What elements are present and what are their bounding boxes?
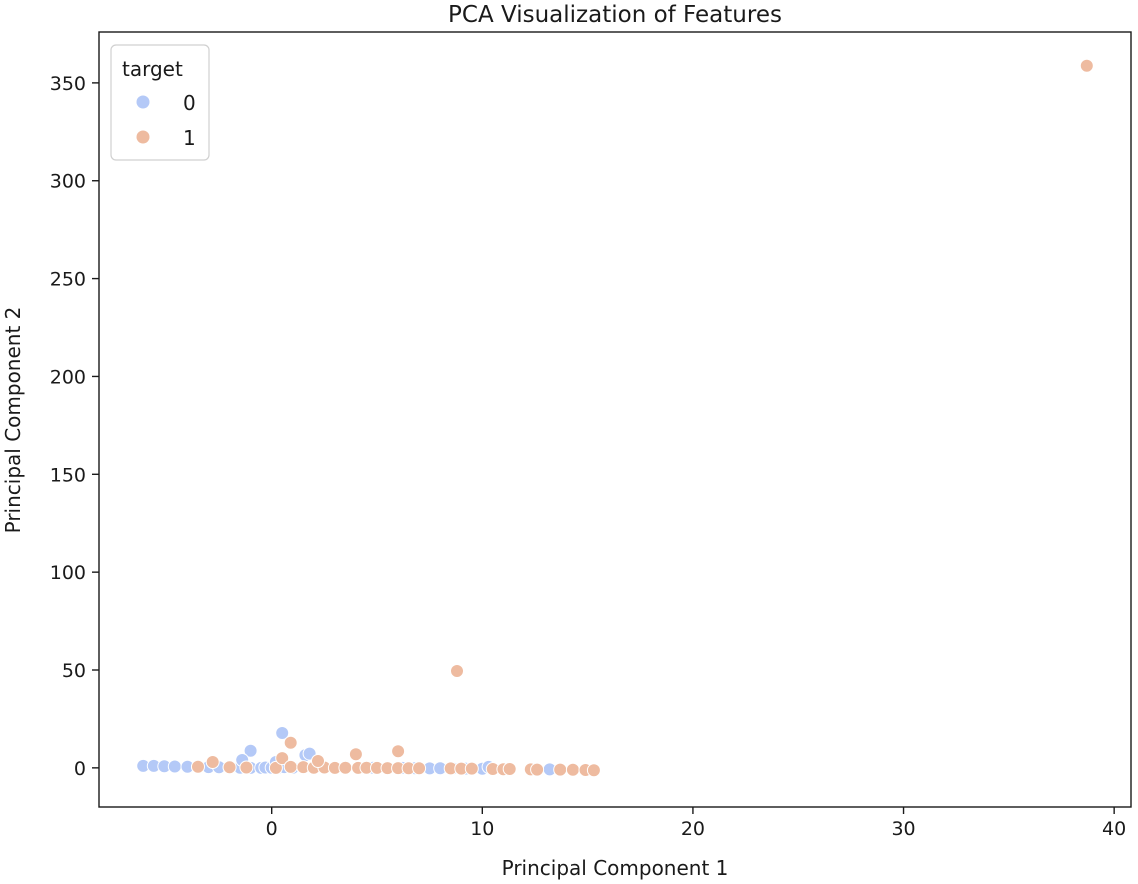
- x-axis-title: Principal Component 1: [502, 856, 729, 880]
- point-series-1-35: [205, 755, 220, 769]
- point-series-1-20: [412, 761, 427, 776]
- series-1: [191, 58, 1094, 778]
- point-series-1-27: [502, 762, 517, 776]
- legend-marker-0: [136, 95, 150, 109]
- point-series-1-4: [275, 751, 290, 766]
- legend-title: target: [122, 57, 183, 81]
- y-tick-label-350: 350: [50, 73, 86, 95]
- x-axis: 0 10 20 30 40: [266, 807, 1126, 840]
- point-series-1-3: [268, 760, 283, 775]
- y-tick-label-50: 50: [62, 660, 86, 682]
- chart-title: PCA Visualization of Features: [448, 2, 782, 28]
- x-tick-label-0: 0: [266, 818, 278, 840]
- y-tick-label-150: 150: [50, 464, 86, 486]
- x-tick-label-30: 30: [891, 818, 915, 840]
- x-tick-label-20: 20: [681, 818, 705, 840]
- y-tick-label-0: 0: [74, 758, 86, 780]
- y-axis-title: Principal Component 2: [1, 307, 25, 534]
- point-series-1-31: [565, 762, 580, 777]
- y-tick-label-250: 250: [50, 269, 86, 291]
- point-series-1-6: [283, 735, 298, 750]
- y-tick-label-200: 200: [50, 366, 86, 388]
- point-series-1-17: [391, 744, 406, 759]
- point-series-1-29: [530, 762, 545, 777]
- point-series-0-35: [243, 743, 258, 758]
- point-series-1-33: [586, 763, 601, 778]
- point-series-1-36: [311, 754, 325, 768]
- y-tick-label-300: 300: [50, 171, 86, 193]
- legend: target 0 1: [110, 44, 210, 161]
- point-series-1-24: [464, 761, 479, 776]
- point-series-1-1: [222, 760, 237, 775]
- point-series-1-34: [1079, 58, 1094, 73]
- x-tick-label-40: 40: [1102, 818, 1126, 840]
- legend-box: [110, 44, 210, 161]
- legend-marker-1: [136, 130, 150, 144]
- point-series-0-3: [167, 759, 182, 774]
- point-series-0-36: [275, 726, 290, 740]
- plot-area-frame: [98, 31, 1132, 808]
- point-series-1-0: [191, 759, 205, 774]
- points-layer: [136, 58, 1094, 778]
- y-tick-label-100: 100: [50, 562, 86, 584]
- y-axis: 0 50 100 150 200 250 300 350: [50, 73, 99, 780]
- point-series-1-12: [348, 747, 363, 762]
- legend-label-1: 1: [183, 126, 196, 150]
- point-series-1-2: [239, 760, 254, 775]
- point-series-1-22: [450, 664, 464, 678]
- point-series-1-30: [553, 762, 568, 777]
- point-series-1-11: [338, 760, 353, 775]
- legend-label-0: 0: [183, 91, 196, 115]
- point-series-1-5: [283, 759, 298, 774]
- x-tick-label-10: 10: [470, 818, 494, 840]
